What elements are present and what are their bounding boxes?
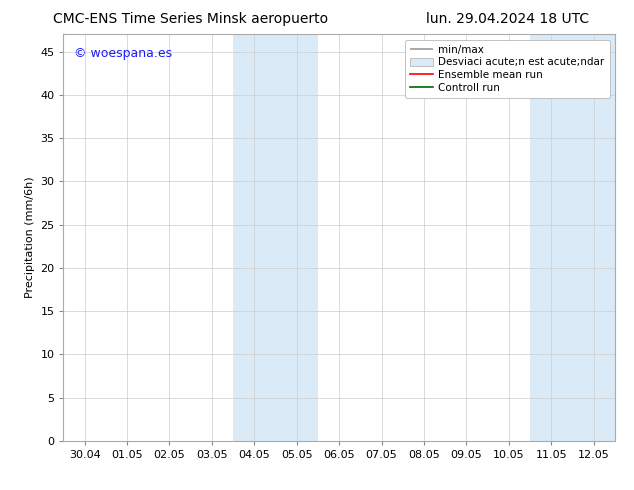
Text: CMC-ENS Time Series Minsk aeropuerto: CMC-ENS Time Series Minsk aeropuerto — [53, 12, 328, 26]
Y-axis label: Precipitation (mm/6h): Precipitation (mm/6h) — [25, 177, 35, 298]
Bar — [530, 34, 615, 441]
Legend: min/max, Desviaci acute;n est acute;ndar, Ensemble mean run, Controll run: min/max, Desviaci acute;n est acute;ndar… — [405, 40, 610, 98]
Bar — [233, 34, 318, 441]
Text: © woespana.es: © woespana.es — [74, 47, 172, 59]
Text: lun. 29.04.2024 18 UTC: lun. 29.04.2024 18 UTC — [425, 12, 589, 26]
